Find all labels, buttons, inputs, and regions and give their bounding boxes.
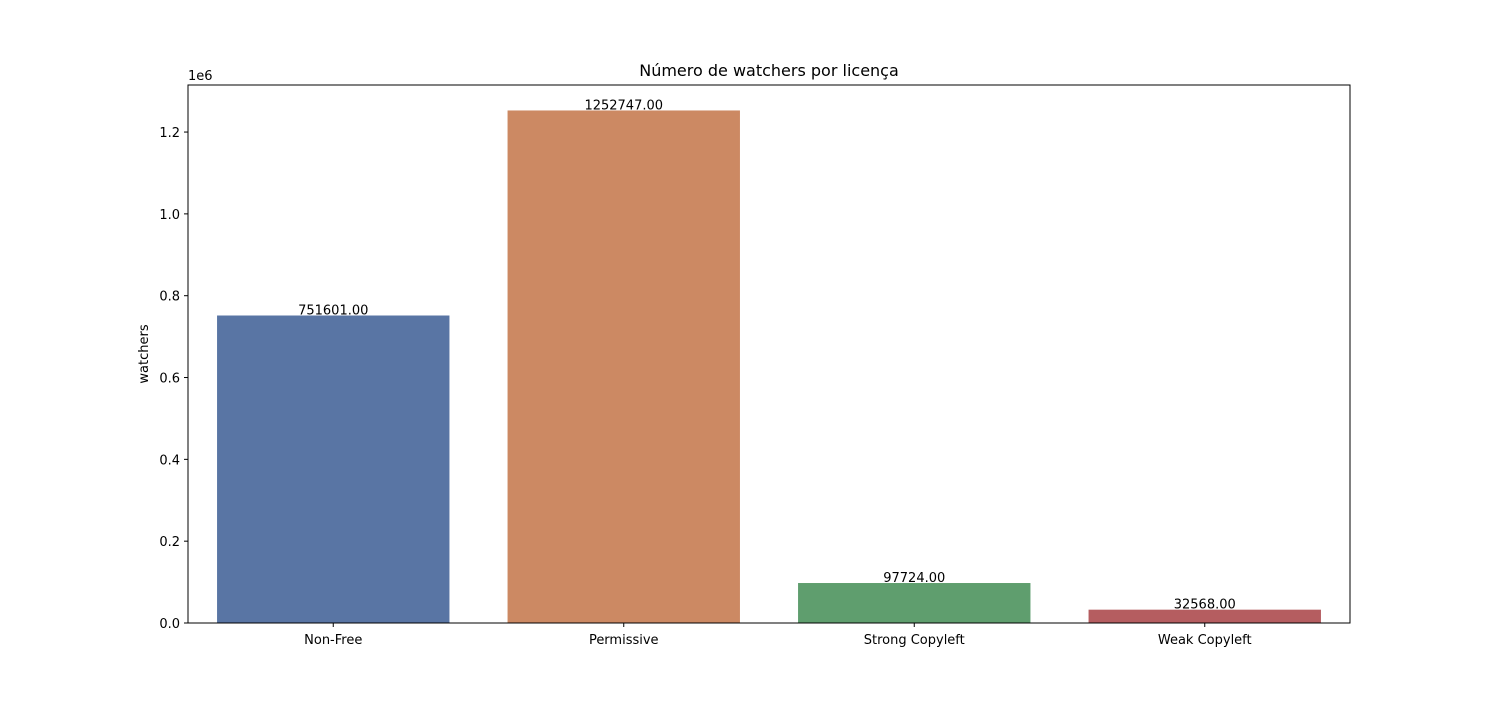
x-tick-label: Non-Free xyxy=(304,633,362,648)
y-tick-label: 0.8 xyxy=(159,290,180,305)
bar-permissive xyxy=(507,110,740,623)
value-labels-group: 751601.00 1252747.00 97724.00 32568.00 xyxy=(298,98,1236,612)
y-tick-label: 0.6 xyxy=(159,372,180,387)
y-tick-label: 1.2 xyxy=(159,126,180,141)
bar-weak-copyleft xyxy=(1088,609,1321,623)
x-tick-label: Permissive xyxy=(589,633,659,648)
bars-group xyxy=(217,110,1321,623)
value-label: 1252747.00 xyxy=(584,98,663,113)
x-tick-label: Strong Copyleft xyxy=(864,633,965,648)
value-label: 751601.00 xyxy=(298,304,368,319)
bar-non-free xyxy=(217,315,450,623)
value-label: 97724.00 xyxy=(883,571,945,586)
x-axis: Non-Free Permissive Strong Copyleft Weak Co… xyxy=(304,623,1252,648)
value-label: 32568.00 xyxy=(1174,598,1236,613)
y-offset-label: 1e6 xyxy=(188,69,213,84)
y-tick-label: 0.2 xyxy=(159,535,180,550)
chart-title: Número de watchers por licença xyxy=(639,61,899,80)
x-tick-label: Weak Copyleft xyxy=(1158,633,1252,648)
plot-frame xyxy=(187,84,1351,624)
y-tick-label: 0.0 xyxy=(159,617,180,632)
y-tick-label: 1.0 xyxy=(159,208,180,223)
y-axis: 0.0 0.2 0.4 0.6 0.8 1.0 1.2 xyxy=(159,126,188,632)
y-axis-label: watchers xyxy=(137,324,152,383)
y-tick-label: 0.4 xyxy=(159,453,180,468)
bar-strong-copyleft xyxy=(798,583,1031,623)
